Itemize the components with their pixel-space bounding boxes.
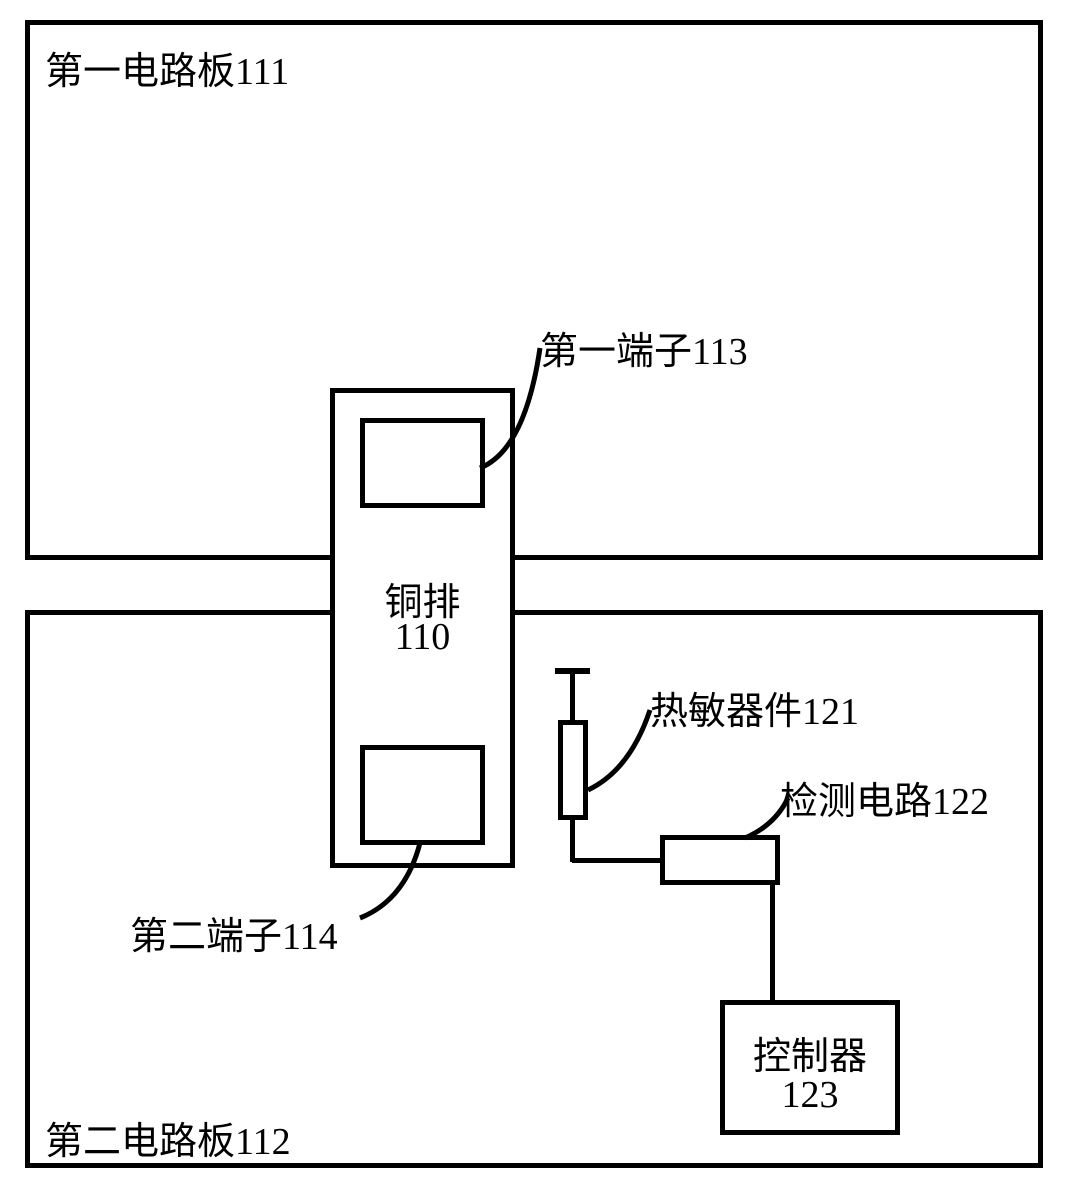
second-board-label: 第二电路板112 xyxy=(45,1110,291,1165)
detect-out-wire xyxy=(770,883,775,1003)
first-terminal-label: 第一端子113 xyxy=(540,320,748,375)
controller-label-num: 123 xyxy=(725,1073,895,1117)
detect-in-wire xyxy=(572,858,662,863)
second-terminal xyxy=(360,745,485,845)
detection-circuit xyxy=(660,835,780,885)
first-terminal xyxy=(360,418,485,508)
controller: 控制器 123 xyxy=(720,1000,900,1135)
thermistor-body xyxy=(558,720,588,820)
second-terminal-label: 第二端子114 xyxy=(130,905,338,960)
thermistor-label: 热敏器件121 xyxy=(650,680,859,735)
detection-circuit-label: 检测电路122 xyxy=(780,770,989,825)
controller-label-top: 控制器 xyxy=(725,1025,895,1080)
diagram-canvas: 第一电路板111 第二电路板112 铜排 110 第一端子113 第二端子114… xyxy=(0,0,1069,1189)
copper-bar-label-num: 110 xyxy=(335,615,510,659)
thermistor-top-wire xyxy=(570,670,575,720)
first-board-label: 第一电路板111 xyxy=(45,40,289,95)
first-circuit-board xyxy=(25,20,1043,560)
thermistor-bottom-wire xyxy=(570,820,575,862)
